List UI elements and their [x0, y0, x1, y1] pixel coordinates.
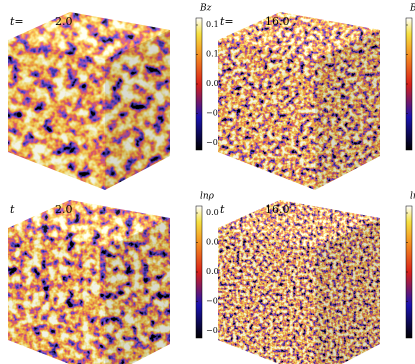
cube-volume [218, 12, 380, 190]
colorbar-tick-label: 0.0 [206, 267, 219, 276]
colorbar-tick-label: 0.0 [206, 238, 219, 247]
cube-face [218, 200, 380, 248]
colorbar-label: Bz [409, 4, 415, 14]
cube-face [218, 12, 380, 60]
cube-volume [8, 200, 170, 364]
time-value: 16.0 [265, 203, 290, 216]
colorbar-tick-label: 0.1 [206, 20, 219, 29]
colorbar-tick-label: −0.0 [206, 326, 225, 335]
time-value: 2.0 [55, 203, 73, 216]
colorbar-label: Bz [199, 4, 212, 14]
cube-volume [8, 12, 170, 190]
colorbar-tick-label: 0.0 [206, 208, 219, 217]
cube-face [105, 218, 170, 364]
time-label: t= [10, 15, 24, 28]
colorbar-tick-label: −0.0 [206, 297, 225, 306]
cube-face [315, 30, 380, 190]
colorbar-tick-label: −0.1 [206, 109, 225, 118]
cube-face [315, 218, 380, 364]
cube-face [105, 30, 170, 190]
time-label: t [10, 203, 15, 216]
cube-face [8, 228, 105, 364]
cube-volume [218, 200, 380, 364]
cube-face [8, 12, 170, 60]
colorbar-tick-label: 0.1 [206, 50, 219, 59]
time-value: 2.0 [55, 15, 73, 28]
time-value: 16.0 [265, 15, 290, 28]
cube-face [8, 200, 170, 248]
colorbar-label: lnρ [200, 192, 215, 202]
colorbar-tick-label: 0.0 [206, 79, 219, 88]
colorbar-label: lnρ [410, 192, 415, 202]
time-label: t= [220, 15, 234, 28]
time-label: t [220, 203, 225, 216]
cube-face [218, 228, 315, 364]
colorbar-tick-label: −0.1 [206, 138, 225, 147]
cube-face [218, 40, 315, 190]
cube-face [8, 40, 105, 190]
